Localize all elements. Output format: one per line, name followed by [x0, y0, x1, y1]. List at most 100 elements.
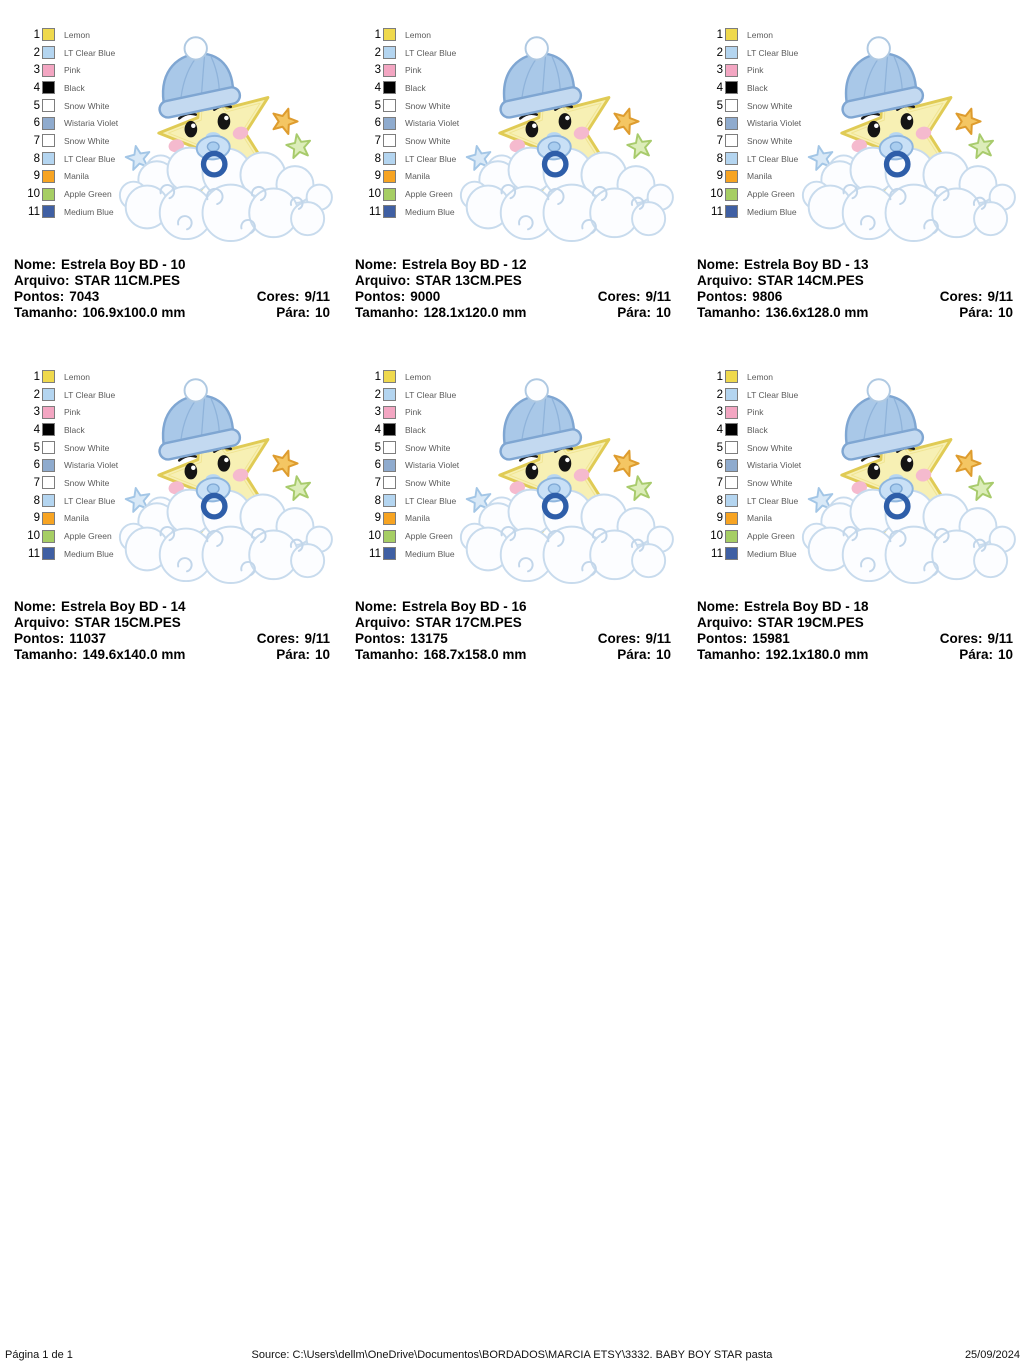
legend-row: 11 Medium Blue — [16, 203, 118, 221]
color-swatch — [383, 152, 396, 166]
color-swatch — [383, 458, 396, 472]
thread-number: 11 — [711, 205, 723, 218]
thread-number: 5 — [374, 441, 381, 454]
color-swatch — [383, 187, 396, 201]
color-name: Pink — [747, 407, 764, 418]
color-swatch — [42, 547, 55, 561]
thread-number: 10 — [27, 188, 40, 201]
thread-number: 7 — [716, 476, 723, 489]
color-name: Snow White — [64, 135, 110, 146]
design-size: 168.7x158.0 mm — [423, 647, 527, 662]
file-name: STAR 14CM.PES — [757, 273, 864, 288]
legend-row: 7 Snow White — [699, 474, 801, 492]
star-cloud-design-image — [451, 370, 675, 584]
color-name: Snow White — [747, 100, 793, 111]
design-size: 149.6x140.0 mm — [82, 647, 186, 662]
color-name: Apple Green — [64, 189, 112, 200]
arquivo-label: Arquivo: — [14, 615, 70, 630]
design-size: 106.9x100.0 mm — [82, 305, 186, 320]
color-name: Manila — [405, 171, 431, 182]
para-label: Pára: — [959, 305, 993, 320]
color-swatch — [383, 205, 396, 219]
legend-row: 9 Manila — [699, 168, 801, 186]
color-name: LT Clear Blue — [64, 495, 116, 506]
legend-row: 7 Snow White — [357, 132, 459, 150]
legend-row: 1 Lemon — [699, 26, 801, 44]
color-swatch — [725, 370, 738, 384]
color-swatch — [725, 511, 738, 525]
thread-number: 7 — [374, 476, 381, 489]
color-swatch — [725, 405, 738, 419]
thread-number: 5 — [33, 99, 40, 112]
legend-row: 2 LT Clear Blue — [16, 386, 118, 404]
color-name: Snow White — [747, 442, 793, 453]
color-swatch — [725, 99, 738, 113]
color-name: Lemon — [747, 371, 773, 382]
color-name: Medium Blue — [64, 206, 114, 217]
para-label: Pára: — [959, 647, 993, 662]
color-swatch — [383, 63, 396, 77]
color-name: Snow White — [405, 135, 451, 146]
color-name: Snow White — [64, 442, 110, 453]
legend-row: 11 Medium Blue — [699, 203, 801, 221]
legend-row: 1 Lemon — [699, 368, 801, 386]
legend-row: 9 Manila — [16, 510, 118, 528]
thread-number: 4 — [716, 81, 723, 94]
design-name: Estrela Boy BD - 16 — [402, 599, 527, 614]
color-swatch — [42, 46, 55, 60]
para-label: Pára: — [276, 305, 310, 320]
legend-row: 10 Apple Green — [699, 527, 801, 545]
legend-row: 5 Snow White — [699, 439, 801, 457]
legend-row: 10 Apple Green — [16, 527, 118, 545]
color-name: LT Clear Blue — [747, 47, 799, 58]
color-name: Medium Blue — [405, 548, 455, 559]
color-name: Apple Green — [405, 189, 453, 200]
legend-row: 2 LT Clear Blue — [699, 386, 801, 404]
design-name: Estrela Boy BD - 14 — [61, 599, 186, 614]
star-cloud-design-image — [110, 370, 334, 584]
thread-number: 5 — [33, 441, 40, 454]
legend-row: 10 Apple Green — [357, 185, 459, 203]
legend-row: 5 Snow White — [357, 439, 459, 457]
color-name: Black — [747, 82, 768, 93]
design-name: Estrela Boy BD - 13 — [744, 257, 869, 272]
color-name: Lemon — [747, 29, 773, 40]
thread-number: 11 — [711, 547, 723, 560]
color-swatch — [725, 28, 738, 42]
color-name: LT Clear Blue — [64, 153, 116, 164]
color-name: Manila — [747, 513, 773, 524]
thread-number: 9 — [374, 512, 381, 525]
thread-number: 3 — [716, 406, 723, 419]
color-swatch — [42, 205, 55, 219]
legend-row: 10 Apple Green — [16, 185, 118, 203]
file-name: STAR 17CM.PES — [415, 615, 522, 630]
thread-number: 8 — [374, 152, 381, 165]
color-name: Medium Blue — [747, 206, 797, 217]
legend-row: 5 Snow White — [16, 97, 118, 115]
thread-number: 3 — [33, 64, 40, 77]
thread-number: 4 — [33, 423, 40, 436]
legend-row: 6 Wistaria Violet — [699, 456, 801, 474]
design-name: Estrela Boy BD - 12 — [402, 257, 527, 272]
legend-row: 2 LT Clear Blue — [16, 44, 118, 62]
color-swatch — [383, 370, 396, 384]
legend-row: 7 Snow White — [16, 474, 118, 492]
legend-row: 4 Black — [357, 79, 459, 97]
stitch-count: 9806 — [752, 289, 783, 304]
stops-count: 10 — [997, 305, 1013, 320]
color-name: Snow White — [405, 100, 451, 111]
design-info: Nome: Estrela Boy BD - 16 Arquivo: STAR 17… — [355, 599, 671, 663]
thread-number: 8 — [716, 494, 723, 507]
cores-label: Cores: — [597, 631, 641, 646]
color-swatch — [725, 63, 738, 77]
color-swatch — [42, 388, 55, 402]
color-swatch — [42, 116, 55, 130]
color-swatch — [383, 134, 396, 148]
color-name: Apple Green — [405, 531, 453, 542]
legend-row: 9 Manila — [16, 168, 118, 186]
thread-number: 6 — [716, 459, 723, 472]
thread-number: 1 — [716, 370, 723, 383]
color-name: Pink — [405, 65, 422, 76]
color-name: Apple Green — [747, 531, 795, 542]
design-info: Nome: Estrela Boy BD - 13 Arquivo: STAR 14… — [697, 257, 1013, 321]
